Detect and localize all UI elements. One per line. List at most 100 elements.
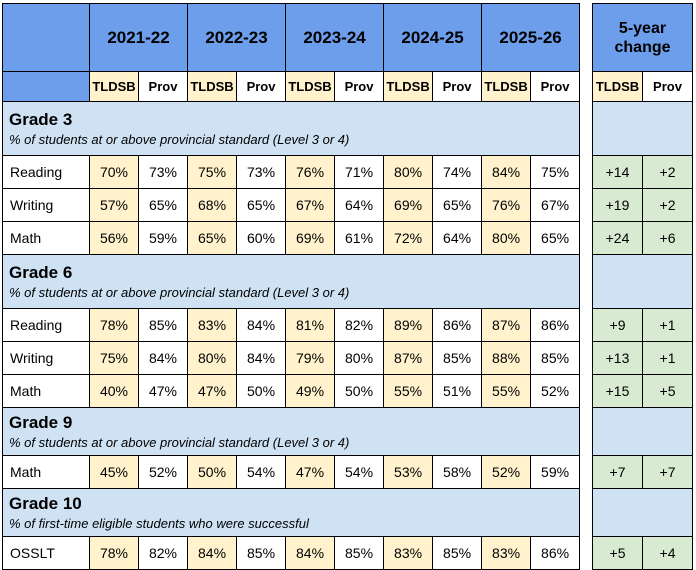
table-row: Math 40% 47% 47% 50% 49% 50% 55% 51% 55% 52% [2,374,581,408]
grade-subtitle: % of first-time eligible students who we… [9,516,309,531]
prov-value: 58% [432,455,483,489]
prov-value: 65% [137,188,189,222]
change-section-row [591,488,694,537]
tldsb-value: 69% [285,221,336,255]
prov-value: 60% [236,221,287,255]
year-header: 2021-22 [88,3,189,72]
row-label: Writing [2,341,90,375]
tldsb-value: 76% [285,155,336,189]
tldsb-change: +19 [592,188,643,222]
change-section-row [591,101,694,156]
tldsb-change: +14 [592,155,643,189]
tldsb-change: +7 [592,455,643,489]
change-header-line1: 5-year [618,19,667,37]
prov-value: 59% [530,455,581,489]
change-row: +7 +7 [592,455,694,489]
prov-value: 73% [137,155,189,189]
prov-change: +2 [641,155,694,189]
grade-subtitle: % of students at or above provincial sta… [9,435,350,450]
tldsb-value: 45% [89,455,139,489]
row-label: OSSLT [2,536,90,570]
change-section-blank [591,488,694,537]
tldsb-value: 78% [89,308,139,342]
tldsb-value: 47% [285,455,336,489]
tldsb-value: 52% [481,455,532,489]
table-row: Math 45% 52% 50% 54% 47% 54% 53% 58% 52% 59% [2,455,581,489]
prov-value: 51% [432,374,483,408]
change-row: +15 +5 [592,374,694,408]
tldsb-value: 76% [481,188,532,222]
prov-value: 52% [530,374,581,408]
prov-value: 75% [530,155,581,189]
year-header: 2022-23 [187,3,287,72]
prov-header: Prov [137,71,189,102]
tldsb-value: 88% [481,341,532,375]
row-label: Reading [2,155,90,189]
table-row: OSSLT 78% 82% 84% 85% 84% 85% 83% 85% 83% 86% [2,536,581,570]
prov-value: 64% [334,188,385,222]
prov-value: 84% [236,341,287,375]
year-header-row: 2021-22 2022-23 2023-24 2024-25 2025-26 [2,3,581,72]
prov-header: Prov [641,71,694,102]
change-row: +9 +1 [592,308,694,342]
prov-header: Prov [432,71,483,102]
tldsb-change: +9 [592,308,643,342]
grade-section-row: Grade 6 % of students at or above provinc… [1,254,581,309]
tldsb-value: 89% [383,308,434,342]
prov-value: 85% [530,341,581,375]
prov-change: +5 [641,374,694,408]
tldsb-value: 80% [383,155,434,189]
table-row: Writing 75% 84% 80% 84% 79% 80% 87% 85% 88% 85% [2,341,581,375]
tldsb-value: 81% [285,308,336,342]
tldsb-value: 72% [383,221,434,255]
change-section-row [591,407,694,456]
tldsb-header: TLDSB [187,71,238,102]
tldsb-value: 83% [481,536,532,570]
prov-value: 84% [137,341,189,375]
prov-value: 85% [432,341,483,375]
prov-value: 61% [334,221,385,255]
grade-title: Grade 3 [9,110,73,129]
tldsb-value: 70% [89,155,139,189]
corner-cell [2,3,90,72]
change-section-blank [591,254,694,309]
tldsb-value: 80% [481,221,532,255]
prov-change: +1 [641,341,694,375]
tldsb-value: 55% [481,374,532,408]
prov-value: 52% [137,455,189,489]
tldsb-value: 83% [383,536,434,570]
change-section-blank [591,407,694,456]
prov-change: +4 [641,536,694,570]
tldsb-value: 69% [383,188,434,222]
prov-value: 86% [530,536,581,570]
grade-section-header: Grade 3 % of students at or above provinc… [1,101,581,156]
change-sub-header-row: TLDSB Prov [592,71,694,102]
prov-value: 65% [236,188,287,222]
tldsb-header: TLDSB [481,71,532,102]
five-year-change-table: 5-year change TLDSB Prov +14 +2 +19 +2 +24 +6… [591,3,694,570]
prov-value: 54% [334,455,385,489]
table-row: Writing 57% 65% 68% 65% 67% 64% 69% 65% 76% 67% [2,188,581,222]
grade-title: Grade 6 [9,263,73,282]
tldsb-value: 87% [481,308,532,342]
tldsb-header: TLDSB [89,71,139,102]
prov-header: Prov [236,71,287,102]
prov-value: 71% [334,155,385,189]
table-row: Reading 70% 73% 75% 73% 76% 71% 80% 74% 84% 75% [2,155,581,189]
tldsb-value: 40% [89,374,139,408]
prov-value: 54% [236,455,287,489]
tldsb-change: +13 [592,341,643,375]
prov-value: 86% [432,308,483,342]
results-table: 2021-22 2022-23 2023-24 2024-25 2025-26 … [1,3,581,570]
year-header: 2025-26 [481,3,581,72]
change-section-blank [591,101,694,156]
tldsb-change: +15 [592,374,643,408]
sub-header-row: TLDSB Prov TLDSB Prov TLDSB Prov TLDSB P… [2,71,581,102]
tldsb-value: 65% [187,221,238,255]
prov-value: 50% [236,374,287,408]
prov-value: 82% [334,308,385,342]
row-label: Writing [2,188,90,222]
grade-title: Grade 10 [9,494,82,513]
grade-title: Grade 9 [9,413,73,432]
change-row: +24 +6 [592,221,694,255]
